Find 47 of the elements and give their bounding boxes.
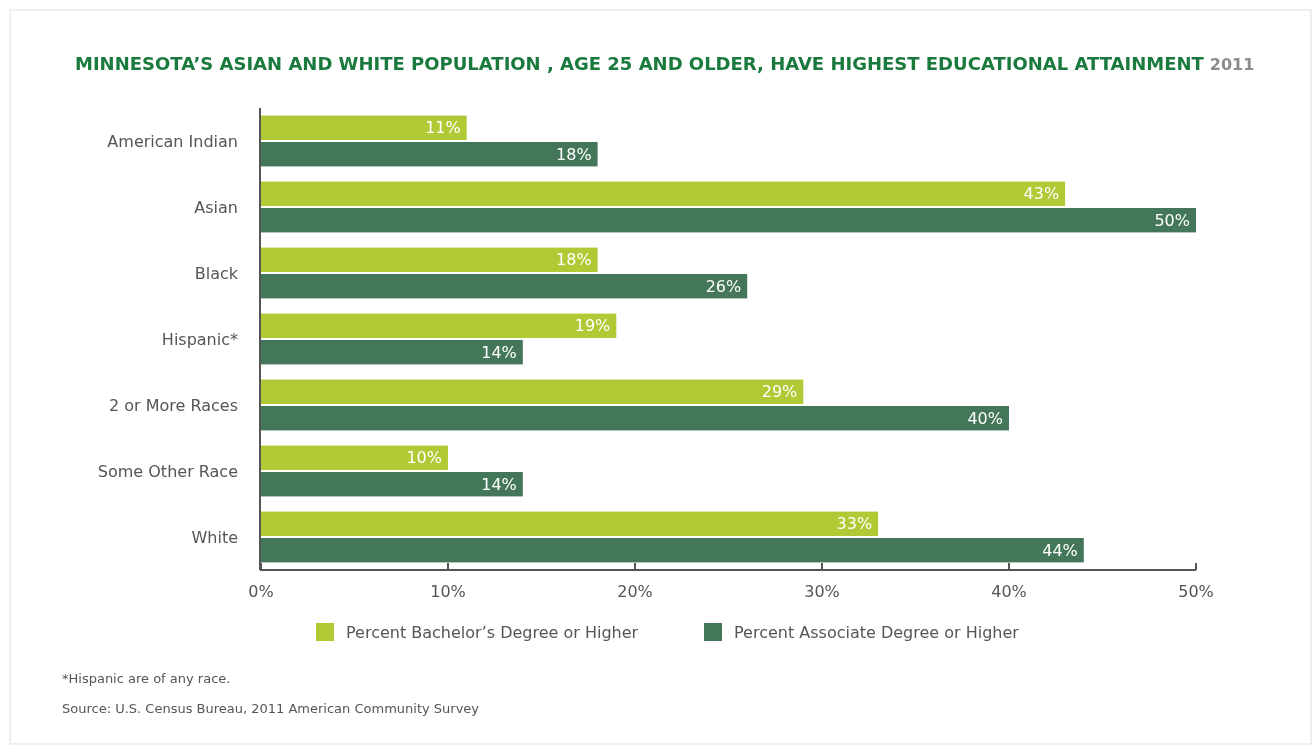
bar <box>261 313 617 338</box>
chart-title: MINNESOTA’S ASIAN AND WHITE POPULATION , AGE 25 AND OLDER, HAVE HIGHEST EDUCATIONAL ATTAINMENT <box>75 53 1204 74</box>
legend-label: Percent Associate Degree or Higher <box>734 622 1020 642</box>
y-tick-label: 2 or More Races <box>108 395 238 415</box>
bar <box>261 274 748 299</box>
bar <box>261 406 1009 431</box>
y-tick-label: Some Other Race <box>97 461 238 481</box>
source-note: Source: U.S. Census Bureau, 2011 American Community Survey <box>62 701 480 716</box>
y-tick-label: Asian <box>194 197 238 217</box>
data-label: 11% <box>425 118 461 138</box>
data-label: 18% <box>556 250 592 270</box>
data-label: 50% <box>1154 210 1190 230</box>
text: *Hispanic are of any race. <box>62 671 231 686</box>
data-label: 40% <box>967 408 1003 428</box>
data-label: 10% <box>406 448 442 468</box>
data-label: 33% <box>836 514 873 534</box>
data-label: 18% <box>556 144 592 164</box>
bar <box>261 181 1066 206</box>
data-label: 44% <box>1042 540 1078 560</box>
bar <box>261 472 523 497</box>
bar <box>261 538 1084 563</box>
x-tick-label: 0% <box>248 582 274 601</box>
bar <box>261 445 448 470</box>
y-tick-label: White <box>191 527 238 547</box>
data-label: 29% <box>761 382 798 402</box>
data-label: 14% <box>481 342 517 362</box>
y-tick-label: Hispanic* <box>161 329 238 349</box>
x-tick-label: 20% <box>617 582 653 601</box>
legend-label: Percent Bachelor’s Degree or Higher <box>346 622 639 642</box>
bar <box>261 247 598 272</box>
bar <box>261 208 1196 233</box>
bar <box>261 115 467 140</box>
y-tick-label: Black <box>194 263 239 283</box>
bar <box>261 142 598 167</box>
x-tick-label: 30% <box>804 582 840 601</box>
x-tick-label: 40% <box>991 582 1027 601</box>
bar <box>261 511 879 536</box>
bar <box>261 340 523 365</box>
data-label: 19% <box>574 316 611 336</box>
bar <box>261 379 804 404</box>
data-label: 14% <box>481 474 517 494</box>
x-tick-label: 50% <box>1178 582 1214 601</box>
data-label: 43% <box>1023 184 1060 204</box>
text: 2011 <box>1209 55 1255 74</box>
x-tick-label: 10% <box>430 582 466 601</box>
y-tick-label: American Indian <box>107 131 238 151</box>
data-label: 26% <box>705 276 742 296</box>
